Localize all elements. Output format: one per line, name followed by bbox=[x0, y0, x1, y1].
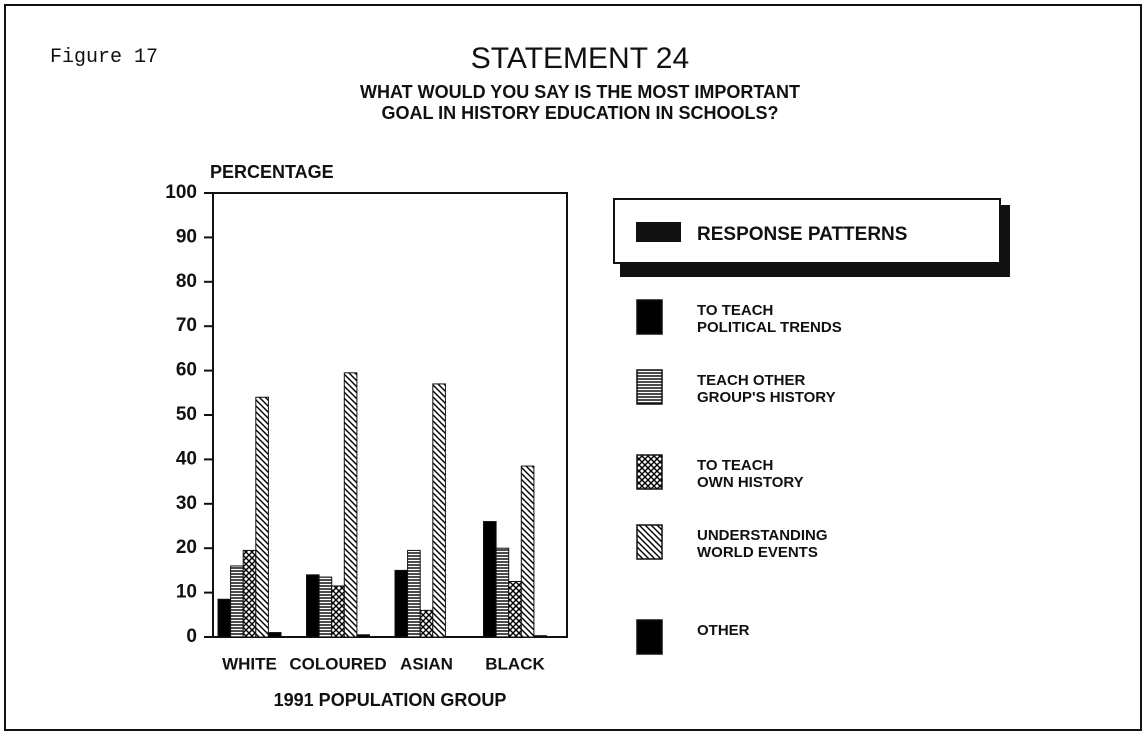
y-tick-label: 60 bbox=[176, 360, 197, 381]
bar bbox=[331, 585, 345, 638]
x-tick-label: COLOURED bbox=[289, 654, 386, 673]
frame bbox=[4, 4, 1142, 731]
x-tick-label: BLACK bbox=[485, 654, 545, 673]
legend-label: UNDERSTANDING WORLD EVENTS bbox=[697, 527, 828, 562]
y-tick-label: 10 bbox=[176, 582, 197, 603]
legend-label: OTHER bbox=[697, 622, 750, 639]
x-tick-label: WHITE bbox=[222, 654, 277, 673]
bar bbox=[255, 396, 269, 638]
bar bbox=[508, 581, 522, 638]
y-tick-label: 40 bbox=[176, 448, 197, 469]
bar bbox=[394, 569, 409, 638]
bar bbox=[483, 521, 497, 638]
legend-label: TEACH OTHER GROUP'S HISTORY bbox=[697, 372, 836, 407]
legend-swatch bbox=[636, 619, 663, 655]
legend-swatch bbox=[636, 524, 663, 560]
y-tick-label: 90 bbox=[176, 226, 197, 247]
bar bbox=[432, 383, 446, 638]
legend-label: TO TEACH POLITICAL TRENDS bbox=[697, 302, 842, 337]
bar bbox=[318, 576, 333, 638]
chart-title: STATEMENT 24 bbox=[470, 42, 690, 75]
legend-swatch bbox=[636, 454, 663, 490]
y-tick-label: 20 bbox=[176, 537, 197, 558]
y-axis-label: PERCENTAGE bbox=[210, 162, 334, 182]
bar bbox=[407, 549, 421, 638]
y-tick-label: 70 bbox=[176, 315, 197, 336]
y-tick-label: 50 bbox=[176, 404, 197, 425]
bar bbox=[495, 547, 510, 638]
bar bbox=[520, 465, 535, 638]
legend-title-swatch bbox=[636, 222, 681, 242]
legend-swatch bbox=[636, 299, 663, 335]
x-axis-label: 1991 POPULATION GROUP bbox=[273, 690, 507, 710]
bar bbox=[217, 598, 232, 638]
y-tick-label: 30 bbox=[176, 493, 197, 514]
y-tick-label: 100 bbox=[165, 182, 197, 203]
bar bbox=[230, 565, 244, 638]
legend-label: TO TEACH OWN HISTORY bbox=[697, 457, 804, 492]
y-tick-label: 0 bbox=[186, 626, 197, 647]
bar bbox=[533, 635, 548, 638]
figure-label: Figure 17 bbox=[50, 46, 159, 69]
y-tick-label: 80 bbox=[176, 271, 197, 292]
legend-title: RESPONSE PATTERNS bbox=[697, 224, 908, 245]
bar bbox=[242, 549, 257, 638]
bar bbox=[419, 609, 434, 638]
bar bbox=[343, 372, 358, 638]
bar bbox=[306, 574, 320, 638]
chart-subtitle: WHAT WOULD YOU SAY IS THE MOST IMPORTANT… bbox=[359, 82, 800, 123]
x-tick-label: ASIAN bbox=[400, 654, 453, 673]
legend-swatch bbox=[636, 369, 663, 405]
bar bbox=[356, 634, 370, 638]
bar bbox=[267, 632, 282, 638]
